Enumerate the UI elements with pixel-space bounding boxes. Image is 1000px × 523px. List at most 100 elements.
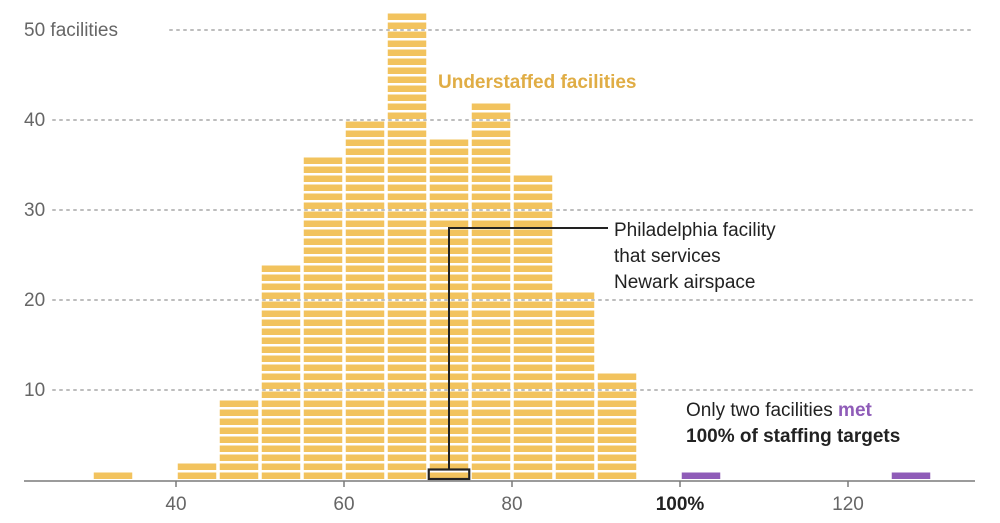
bar-unit [555, 292, 595, 299]
bar-unit [429, 472, 469, 479]
bar-only-100 [681, 472, 721, 479]
bar-unit [513, 319, 553, 326]
bar-unit [471, 193, 511, 200]
bar-unit [303, 418, 343, 425]
philadelphia-note-line-3: Newark airspace [614, 272, 756, 293]
bar-unit [513, 418, 553, 425]
bar-unit [345, 454, 385, 461]
bar-unit [345, 373, 385, 380]
bar-unit [303, 157, 343, 164]
bar-unit [471, 175, 511, 182]
bar-unit [597, 391, 637, 398]
bar-unit [513, 265, 553, 272]
bar-unit [93, 472, 133, 479]
bar-unit [345, 211, 385, 218]
bar-unit [303, 382, 343, 389]
bar-unit [387, 328, 427, 335]
bar-unit [345, 310, 385, 317]
bar-unit [303, 355, 343, 362]
bar-unit [471, 130, 511, 137]
bar-unit [513, 373, 553, 380]
bar-unit [555, 346, 595, 353]
bar-unit [387, 211, 427, 218]
bar-understaffed-50 [261, 265, 301, 479]
bar-unit [555, 454, 595, 461]
bar-unit [261, 454, 301, 461]
bar-unit [513, 193, 553, 200]
bar-unit [513, 211, 553, 218]
bar-unit [471, 328, 511, 335]
bar-unit [387, 301, 427, 308]
bar-unit [513, 454, 553, 461]
bar-unit [513, 184, 553, 191]
bar-unit [261, 427, 301, 434]
bar-unit [513, 229, 553, 236]
bar-unit [345, 121, 385, 128]
bar-unit [219, 463, 259, 470]
bar-unit [261, 310, 301, 317]
bar-unit [387, 139, 427, 146]
bar-unit [219, 400, 259, 407]
bar-unit [513, 400, 553, 407]
bar-unit [513, 202, 553, 209]
bar-unit [471, 472, 511, 479]
bar-unit [471, 382, 511, 389]
bar-unit [303, 472, 343, 479]
bar-unit [429, 166, 469, 173]
y-tick-label-30: 30 [24, 200, 45, 221]
bar-unit [555, 445, 595, 452]
bar-unit [513, 301, 553, 308]
bar-unit [303, 175, 343, 182]
bar-unit [345, 337, 385, 344]
bar-unit [387, 382, 427, 389]
bar-unit [471, 292, 511, 299]
bar-unit [513, 382, 553, 389]
bar-unit [387, 130, 427, 137]
bar-unit [597, 373, 637, 380]
bar-unit [471, 319, 511, 326]
bar-unit [387, 157, 427, 164]
bar-unit [513, 238, 553, 245]
bar-unit [303, 373, 343, 380]
bar-unit [303, 202, 343, 209]
bar-unit [471, 310, 511, 317]
bar-unit [219, 445, 259, 452]
bar-unit [471, 229, 511, 236]
bar-unit [345, 139, 385, 146]
bar-unit [345, 346, 385, 353]
bar-unit [471, 112, 511, 119]
bar-unit [387, 58, 427, 65]
bar-unit [471, 418, 511, 425]
bar-unit [429, 157, 469, 164]
bar-unit [471, 355, 511, 362]
bar-unit [387, 346, 427, 353]
bar-unit [387, 49, 427, 56]
bar-unit [303, 364, 343, 371]
bar-unit [513, 409, 553, 416]
bar-unit [555, 400, 595, 407]
bar-unit [597, 436, 637, 443]
bar-unit [471, 391, 511, 398]
bar-unit [345, 436, 385, 443]
bar-understaffed-75 [471, 103, 511, 479]
bar-unit [219, 454, 259, 461]
bar-unit [471, 202, 511, 209]
bar-unit [345, 229, 385, 236]
bar-unit [261, 328, 301, 335]
bar-unit [471, 463, 511, 470]
bar-unit [471, 283, 511, 290]
y-tick-label-50: 50 facilities [24, 20, 118, 41]
bar-unit [513, 220, 553, 227]
bar-unit [597, 382, 637, 389]
bar-unit [345, 265, 385, 272]
bar-unit [345, 382, 385, 389]
bar-unit [513, 427, 553, 434]
bar-unit [513, 292, 553, 299]
x-tick-label-80: 80 [501, 494, 522, 515]
bar-unit [345, 175, 385, 182]
bar-unit [261, 391, 301, 398]
bar-understaffed-60 [345, 121, 385, 479]
bar-unit [303, 274, 343, 281]
bar-unit [387, 22, 427, 29]
bar-unit [555, 328, 595, 335]
